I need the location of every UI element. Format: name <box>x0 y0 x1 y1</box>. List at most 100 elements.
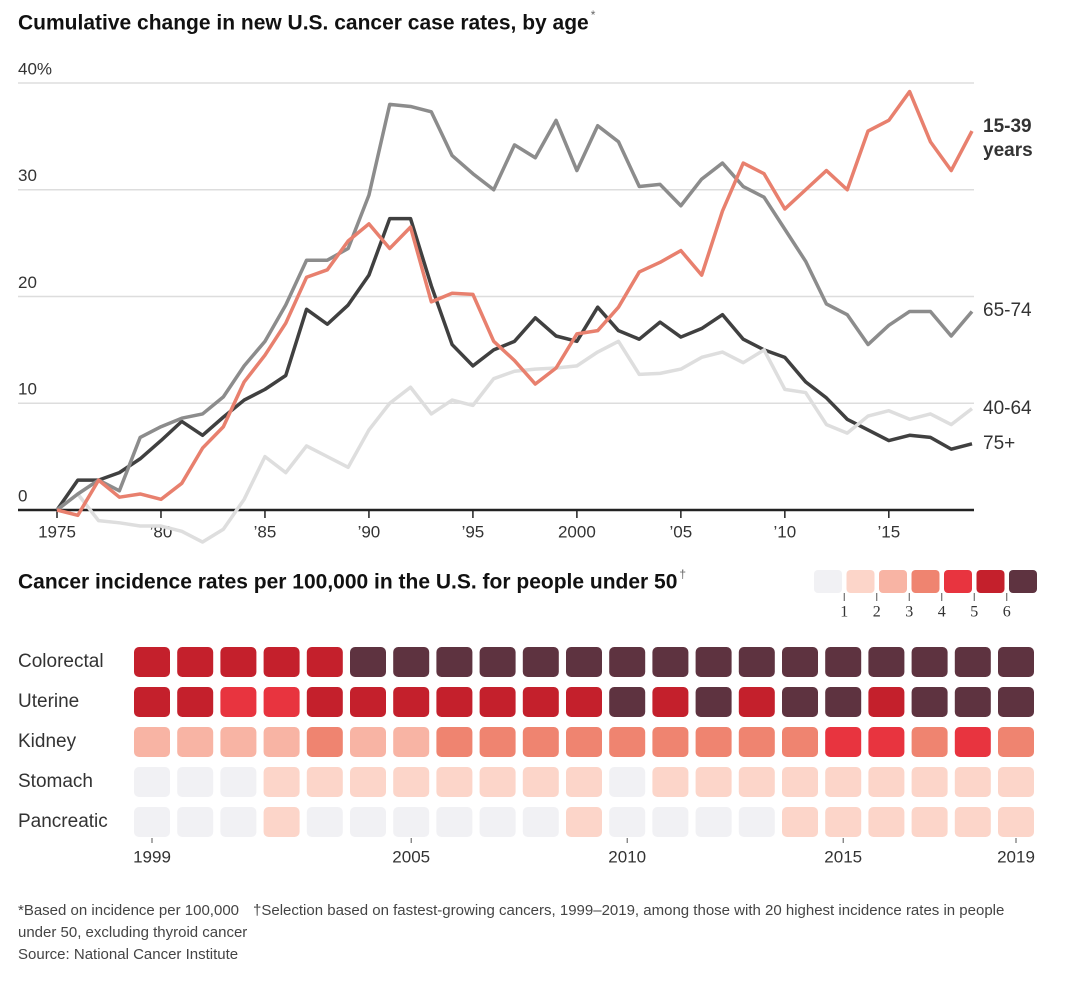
heat-cell <box>350 807 386 837</box>
heat-cell <box>134 727 170 757</box>
title-note: * <box>591 8 596 22</box>
heat-cell <box>263 727 300 757</box>
heat-cell <box>220 767 257 797</box>
heat-cell <box>306 767 343 797</box>
heat-cell <box>566 687 602 717</box>
heat-cell <box>436 807 473 837</box>
x-tick-label: 2000 <box>558 522 596 541</box>
heat-cell <box>177 807 214 837</box>
heat-cell <box>911 767 948 797</box>
heat-cell <box>134 647 170 677</box>
heat-cell <box>522 767 559 797</box>
heat-cell <box>436 647 473 677</box>
legend-swatch <box>814 570 842 593</box>
heat-cell <box>306 807 343 837</box>
heat-cell <box>479 687 516 717</box>
heat-cell <box>522 647 559 677</box>
footnotes: *Based on incidence per 100,000 †Selectio… <box>18 900 1038 966</box>
heat-cell <box>738 807 775 837</box>
heat-cell <box>306 727 343 757</box>
legend-swatch <box>879 570 907 593</box>
x-tick-label: 2010 <box>608 847 646 866</box>
heat-cell <box>566 727 602 757</box>
heat-cell <box>393 647 430 677</box>
heat-cell <box>393 687 430 717</box>
y-tick-label: 20 <box>18 273 37 292</box>
legend-swatch <box>911 570 940 593</box>
heat-cell <box>134 687 170 717</box>
heat-cell <box>652 647 689 677</box>
heat-cell <box>609 767 646 797</box>
heat-cell <box>522 807 559 837</box>
heat-cell <box>350 687 386 717</box>
heat-cell <box>436 687 473 717</box>
heat-cell <box>393 767 430 797</box>
heat-cell <box>609 727 646 757</box>
heat-cell <box>868 647 905 677</box>
heat-cell <box>350 647 386 677</box>
y-tick-label: 40% <box>18 59 52 78</box>
heat-cell <box>134 807 170 837</box>
heat-cell <box>263 807 300 837</box>
heat-cell <box>782 807 818 837</box>
row-label: Pancreatic <box>18 811 108 832</box>
heat-cell <box>868 807 905 837</box>
heat-cell <box>998 727 1034 757</box>
series-label: 75+ <box>983 432 1016 454</box>
x-tick-label: 1975 <box>38 522 76 541</box>
chart: Cumulative change in new U.S. cancer cas… <box>18 8 1037 866</box>
note: *Based on incidence per 100,000 <box>18 902 240 919</box>
y-tick-label: 0 <box>18 486 27 505</box>
heat-cell <box>393 727 430 757</box>
heat-cell <box>652 767 689 797</box>
legend-label: 5 <box>970 604 978 621</box>
heat-cell <box>479 767 516 797</box>
legend-label: 1 <box>840 604 848 621</box>
heat-cell <box>825 807 862 837</box>
heat-cell <box>695 647 732 677</box>
series-line <box>55 339 974 544</box>
heat-cell <box>306 647 343 677</box>
heat-cell <box>998 687 1034 717</box>
heat-cell <box>479 647 516 677</box>
x-tick-label: 2015 <box>824 847 862 866</box>
heat-cell <box>652 727 689 757</box>
series-label: 15-39 years <box>983 116 1033 162</box>
heat-cell <box>350 767 386 797</box>
heat-cell <box>566 767 602 797</box>
series-line <box>55 102 974 512</box>
x-tick-label: ’90 <box>358 522 381 541</box>
heat-cell <box>738 727 775 757</box>
heat-cell <box>954 767 991 797</box>
heat-cell <box>782 687 818 717</box>
legend-swatch <box>944 570 972 593</box>
legend-label: 4 <box>938 604 946 621</box>
heat-cell <box>522 727 559 757</box>
heat-cell <box>954 727 991 757</box>
x-tick-label: 1999 <box>133 847 171 866</box>
heat-cell <box>738 647 775 677</box>
heat-cell <box>393 807 430 837</box>
heat-cell <box>177 767 214 797</box>
chart-title: Cumulative change in new U.S. cancer cas… <box>18 12 589 35</box>
x-tick-label: 2019 <box>997 847 1035 866</box>
heat-cell <box>436 767 473 797</box>
heat-cell <box>220 647 257 677</box>
heat-cell <box>566 807 602 837</box>
heat-cell <box>695 727 732 757</box>
heat-cell <box>868 727 905 757</box>
heat-cell <box>220 807 257 837</box>
heat-cell <box>911 647 948 677</box>
heat-cell <box>652 687 689 717</box>
heat-cell <box>825 727 862 757</box>
y-tick-label: 30 <box>18 166 37 185</box>
heat-cell <box>134 767 170 797</box>
x-tick-label: ’85 <box>254 522 277 541</box>
legend-swatch <box>976 570 1005 593</box>
heat-cell <box>263 687 300 717</box>
heat-cell <box>652 807 689 837</box>
heat-cell <box>868 767 905 797</box>
heat-cell <box>436 727 473 757</box>
y-tick-label: 10 <box>18 380 37 399</box>
row-label: Stomach <box>18 771 93 792</box>
